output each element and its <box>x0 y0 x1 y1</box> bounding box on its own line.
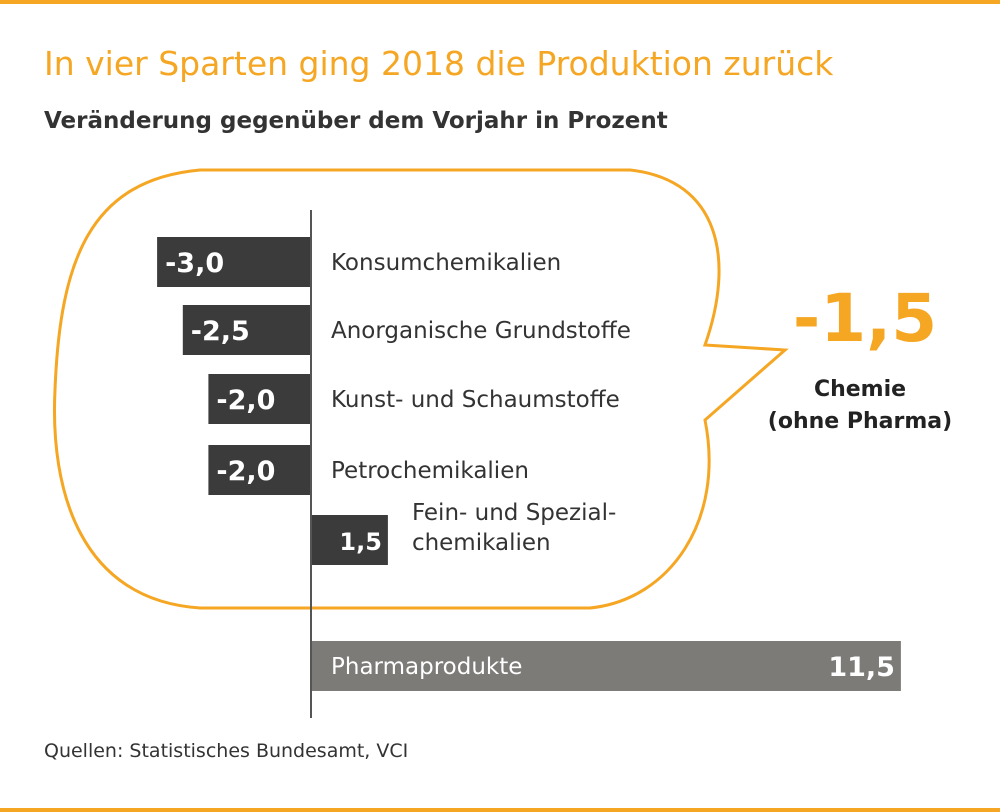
value-label-1: -3,0 <box>165 248 224 279</box>
bottom-rule <box>0 808 1000 812</box>
top-rule <box>0 0 1000 4</box>
bar-3 <box>208 374 311 424</box>
callout-label-line1: Chemie <box>813 377 907 402</box>
value-label-5: 1,5 <box>339 528 382 556</box>
bar-1 <box>157 237 311 287</box>
category-label-2: Anorganische Grundstoffe <box>331 318 631 344</box>
category-label-3: Kunst- und Schaumstoffe <box>331 387 620 413</box>
category-label-4: Petrochemikalien <box>331 458 529 484</box>
callout-label: Chemie (ohne Pharma) <box>740 374 980 438</box>
category-label-5: Fein- und Spezial-chemikalien <box>412 500 616 556</box>
category-label-6: Pharmaprodukte <box>331 654 522 680</box>
bar-6 <box>311 641 901 691</box>
callout-value: -1,5 <box>792 280 938 357</box>
chart-subtitle: Veränderung gegenüber dem Vorjahr in Pro… <box>44 108 668 134</box>
bar-2 <box>182 305 312 355</box>
category-label-1: Konsumchemikalien <box>331 250 561 276</box>
value-label-2: -2,5 <box>191 316 250 347</box>
source-note: Quellen: Statistisches Bundesamt, VCI <box>44 740 409 762</box>
chart-title: In vier Sparten ging 2018 die Produktion… <box>44 44 834 83</box>
speech-bubble <box>53 168 789 610</box>
bar-4 <box>208 445 311 495</box>
callout-label-line2: (ohne Pharma) <box>767 409 953 434</box>
bar-5 <box>311 515 388 565</box>
value-label-4: -2,0 <box>216 456 275 487</box>
value-label-6: 11,5 <box>828 652 895 683</box>
value-label-3: -2,0 <box>216 385 275 416</box>
